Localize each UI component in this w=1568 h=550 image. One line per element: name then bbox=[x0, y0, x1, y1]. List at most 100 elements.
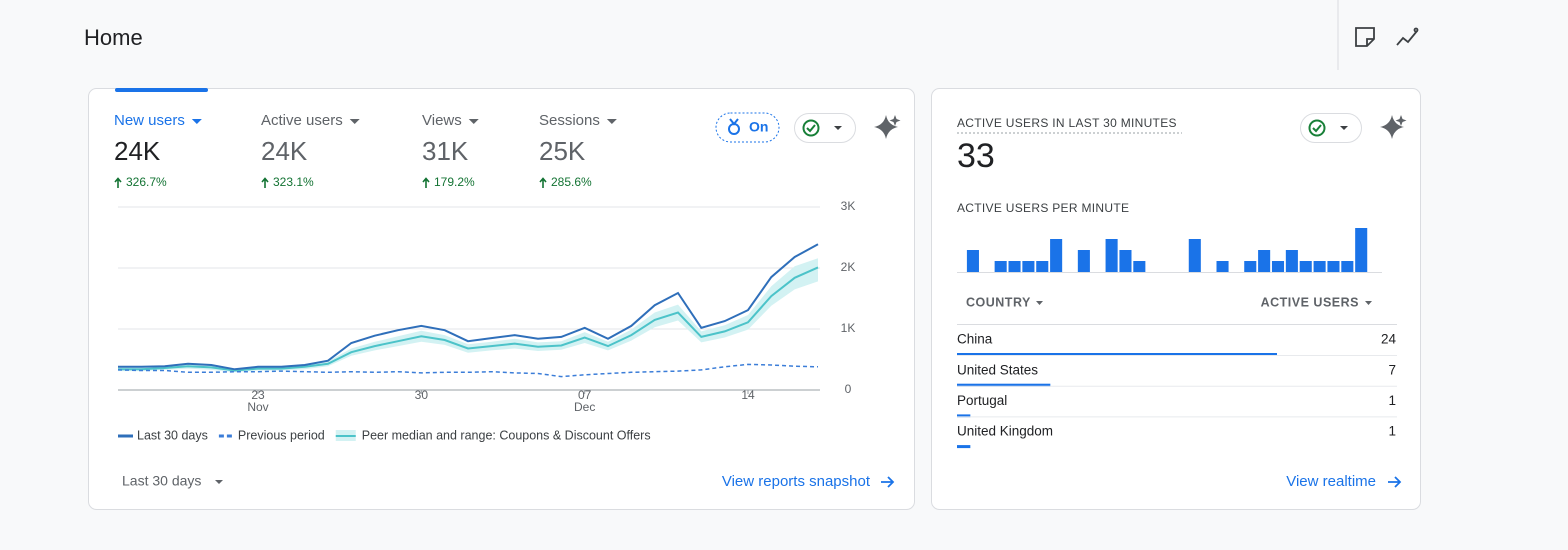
bar bbox=[1313, 261, 1326, 272]
up-arrow bbox=[422, 177, 430, 188]
bar bbox=[1216, 261, 1229, 272]
bar bbox=[1285, 250, 1298, 272]
value-bar bbox=[957, 414, 971, 418]
metric-label: Active users bbox=[261, 112, 343, 129]
overview-card bbox=[88, 88, 915, 510]
y-tick-label: 2K bbox=[841, 260, 856, 274]
metric-value: 25K bbox=[539, 136, 586, 166]
tab-indicator bbox=[115, 88, 208, 92]
metric-value: 24K bbox=[261, 136, 308, 166]
sort-arrow bbox=[1036, 301, 1043, 305]
up-arrow bbox=[539, 177, 547, 188]
country-name: China bbox=[957, 332, 993, 347]
dropdown-arrow bbox=[191, 119, 202, 124]
bar bbox=[1188, 239, 1201, 272]
legend-label: Last 30 days bbox=[137, 428, 208, 442]
ai-icon[interactable] bbox=[1380, 115, 1407, 139]
status-button[interactable] bbox=[794, 113, 856, 143]
toggle-label: On bbox=[749, 119, 768, 135]
date-range-button[interactable]: Last 30 days bbox=[122, 473, 223, 489]
bar bbox=[1105, 239, 1118, 272]
value-bar bbox=[957, 383, 1051, 387]
metric-value: 31K bbox=[422, 136, 469, 166]
y-tick-label: 0 bbox=[845, 382, 852, 396]
legend-item: Last 30 days bbox=[118, 428, 208, 442]
toggle-button[interactable]: On bbox=[715, 112, 780, 143]
metric-change: 285.6% bbox=[551, 175, 592, 189]
x-tick-label: 14 bbox=[741, 388, 755, 402]
dropdown-arrow bbox=[349, 119, 360, 124]
metric-tab[interactable]: Active users 24K 323.1% bbox=[261, 112, 360, 189]
bar bbox=[1077, 250, 1090, 272]
legend-label: Previous period bbox=[238, 428, 325, 442]
legend-label: Peer median and range: Coupons & Discoun… bbox=[362, 428, 651, 442]
bar bbox=[1355, 228, 1368, 272]
bar bbox=[1050, 239, 1063, 272]
metric-label: Views bbox=[422, 112, 462, 129]
up-arrow bbox=[261, 177, 269, 188]
column-header: ACTIVE USERS bbox=[1261, 295, 1359, 309]
x-tick-sublabel: Dec bbox=[574, 400, 595, 414]
realtime-title: ACTIVE USERS IN LAST 30 MINUTES bbox=[957, 116, 1177, 130]
series-line bbox=[118, 266, 819, 372]
value-bar bbox=[957, 353, 1277, 356]
bar bbox=[1133, 261, 1146, 272]
metric-change: 323.1% bbox=[273, 175, 314, 189]
country-name: United Kingdom bbox=[957, 424, 1053, 439]
bar bbox=[1299, 261, 1312, 272]
bar bbox=[1327, 261, 1340, 272]
metric-tab[interactable]: Views 31K 179.2% bbox=[422, 112, 479, 189]
country-name: United States bbox=[957, 362, 1038, 377]
realtime-card bbox=[931, 88, 1421, 510]
bar bbox=[994, 261, 1007, 272]
country-value: 7 bbox=[1388, 362, 1396, 377]
y-tick-label: 3K bbox=[841, 199, 856, 213]
legend-item: Previous period bbox=[218, 428, 325, 442]
bar bbox=[1341, 261, 1354, 272]
link-text: View realtime bbox=[1286, 473, 1376, 490]
reports-link[interactable]: View reports snapshot bbox=[722, 473, 895, 490]
bar bbox=[1008, 261, 1021, 272]
metric-change: 179.2% bbox=[434, 175, 475, 189]
country-value: 1 bbox=[1388, 424, 1396, 439]
legend-item: Peer median and range: Coupons & Discoun… bbox=[335, 428, 651, 442]
bar bbox=[1271, 261, 1285, 272]
metric-value: 24K bbox=[114, 136, 161, 166]
bar-chart-title: ACTIVE USERS PER MINUTE bbox=[957, 201, 1129, 215]
y-tick-label: 1K bbox=[841, 321, 856, 335]
metric-tab[interactable]: Sessions 25K 285.6% bbox=[539, 112, 617, 189]
series-line bbox=[118, 243, 819, 371]
notes-icon[interactable] bbox=[1355, 27, 1375, 47]
link-text: View reports snapshot bbox=[722, 473, 871, 490]
metric-change: 326.7% bbox=[126, 175, 167, 189]
ai-icon[interactable] bbox=[874, 115, 901, 139]
bar bbox=[1036, 261, 1049, 272]
sort-arrow bbox=[1365, 301, 1372, 305]
insights-icon[interactable] bbox=[1396, 27, 1419, 46]
bar bbox=[1119, 250, 1132, 272]
x-tick-label: 07 bbox=[578, 388, 592, 402]
value-bar bbox=[957, 445, 971, 449]
bar bbox=[1244, 261, 1257, 272]
metric-label: Sessions bbox=[539, 112, 600, 129]
realtime-value: 33 bbox=[957, 137, 995, 175]
metric-tab[interactable]: New users 24K 326.7% bbox=[114, 112, 202, 189]
date-range-label: Last 30 days bbox=[122, 473, 201, 489]
series-line bbox=[117, 363, 819, 378]
dropdown-arrow bbox=[606, 119, 617, 124]
realtime-link[interactable]: View realtime bbox=[1286, 473, 1402, 490]
country-value: 24 bbox=[1381, 332, 1397, 347]
dropdown-arrow bbox=[468, 119, 479, 124]
bar bbox=[1258, 250, 1271, 272]
country-value: 1 bbox=[1388, 393, 1396, 408]
status-button[interactable] bbox=[1300, 113, 1362, 143]
country-name: Portugal bbox=[957, 393, 1007, 408]
x-tick-label: 23 bbox=[251, 388, 265, 402]
bar bbox=[966, 250, 979, 272]
up-arrow bbox=[114, 177, 122, 188]
page-title: Home bbox=[84, 25, 143, 50]
x-tick-sublabel: Nov bbox=[247, 400, 268, 414]
column-header: COUNTRY bbox=[966, 295, 1031, 309]
bar bbox=[1022, 261, 1035, 272]
